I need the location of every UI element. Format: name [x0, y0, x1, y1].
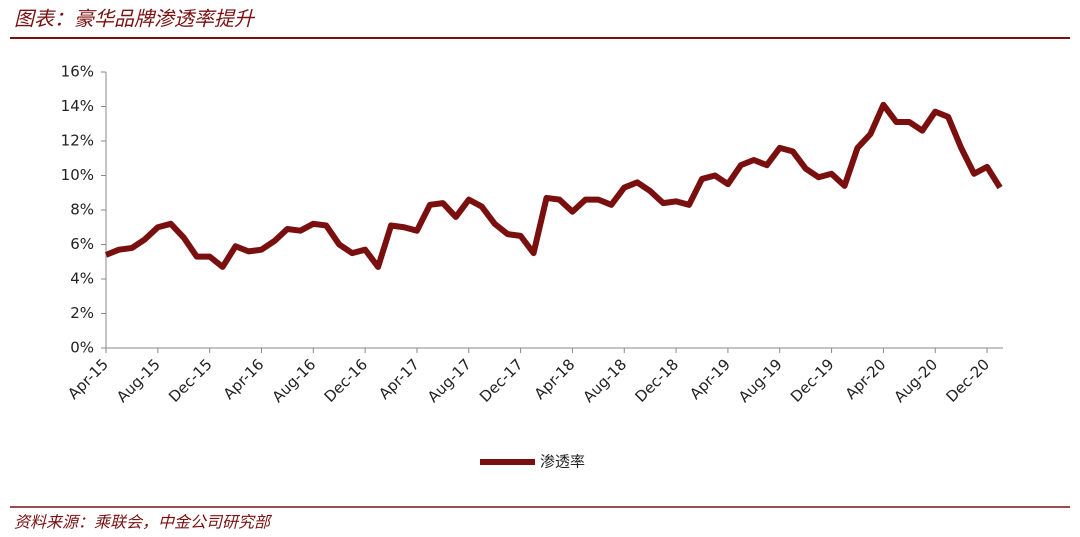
x-tick-label: Aug-19	[735, 355, 786, 406]
x-tick-label: Apr-20	[842, 355, 890, 403]
x-tick-label: Dec-19	[787, 355, 838, 406]
x-tick-label: Aug-17	[424, 355, 475, 406]
x-tick-label: Aug-15	[113, 355, 164, 406]
data-line	[104, 101, 1003, 270]
y-tick-label: 6%	[70, 235, 94, 253]
x-tick-label: Dec-18	[632, 355, 683, 406]
x-tick-label: Apr-19	[686, 355, 734, 403]
x-tick-label: Apr-15	[64, 355, 112, 403]
x-tick-label: Dec-20	[942, 355, 993, 406]
y-tick-label: 14%	[61, 97, 94, 115]
y-tick-label: 16%	[61, 63, 94, 81]
y-tick-label: 2%	[70, 304, 94, 322]
x-tick-label: Aug-20	[890, 355, 941, 406]
x-tick-label: Dec-15	[165, 355, 216, 406]
x-tick-label: Apr-17	[375, 355, 423, 403]
x-tick-label: Aug-18	[580, 355, 631, 406]
y-tick-label: 10%	[61, 166, 94, 184]
x-tick-label: Aug-16	[269, 355, 320, 406]
x-tick-label: Apr-18	[531, 355, 579, 403]
x-tick-label: Apr-16	[220, 355, 268, 403]
y-tick-label: 8%	[70, 201, 94, 219]
x-tick-label: Dec-16	[321, 355, 372, 406]
x-tick-label: Dec-17	[476, 355, 527, 406]
legend-label: 渗透率	[540, 453, 585, 471]
source-note: 资料来源：乘联会，中金公司研究部	[14, 513, 273, 532]
page-title: 图表：豪华品牌渗透率提升	[14, 7, 256, 31]
y-tick-label: 0%	[70, 339, 94, 357]
y-tick-label: 12%	[61, 132, 94, 150]
y-tick-label: 4%	[70, 270, 94, 288]
